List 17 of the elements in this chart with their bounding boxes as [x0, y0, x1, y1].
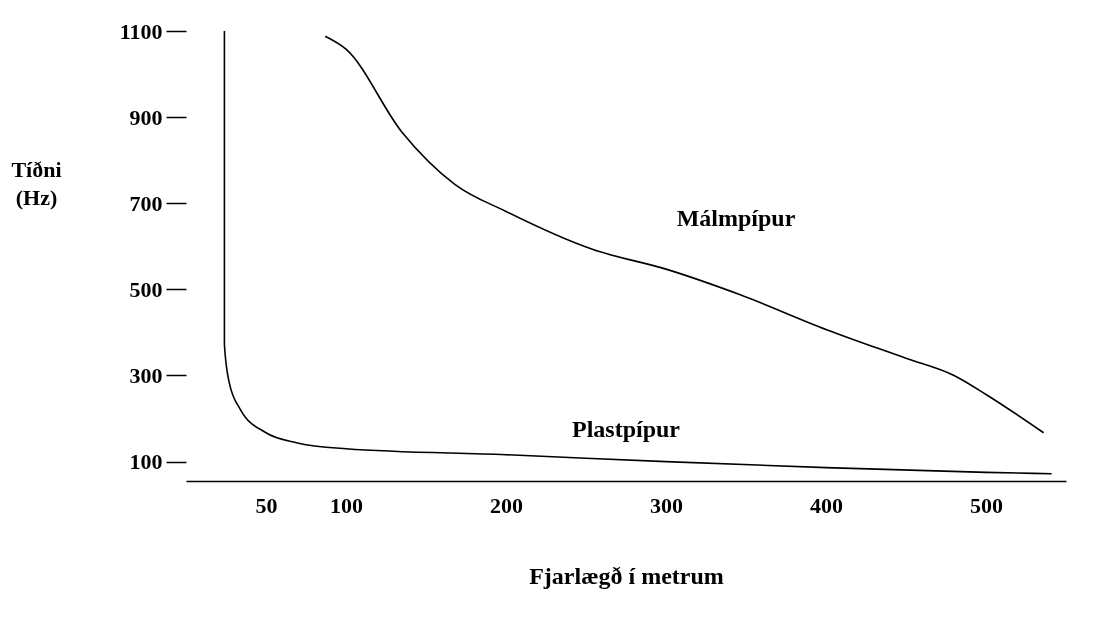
y-tick-label: 900	[129, 104, 163, 130]
series-label: Plastpípur	[571, 415, 681, 442]
y-tick-label: 700	[129, 190, 163, 216]
y-tick-label: 500	[129, 276, 163, 302]
y-tick-label: 300	[129, 363, 163, 388]
y-axis-title: Tíðni (Hz)	[11, 156, 62, 210]
x-tick-label: 50	[255, 492, 278, 518]
line-series	[223, 30, 1053, 475]
x-tick-label: 300	[650, 492, 683, 518]
x-tick-label: 500	[970, 492, 1003, 518]
x-axis-title: Fjarlægð í metrum	[529, 562, 724, 589]
x-tick-label: 200	[490, 492, 523, 518]
y-tick-label: 100	[129, 449, 163, 475]
x-tick-label: 100	[330, 492, 363, 518]
x-tick-label: 400	[810, 492, 843, 518]
y-tick-label: 1100	[119, 18, 163, 44]
series-label: Málmpípur	[676, 205, 796, 232]
